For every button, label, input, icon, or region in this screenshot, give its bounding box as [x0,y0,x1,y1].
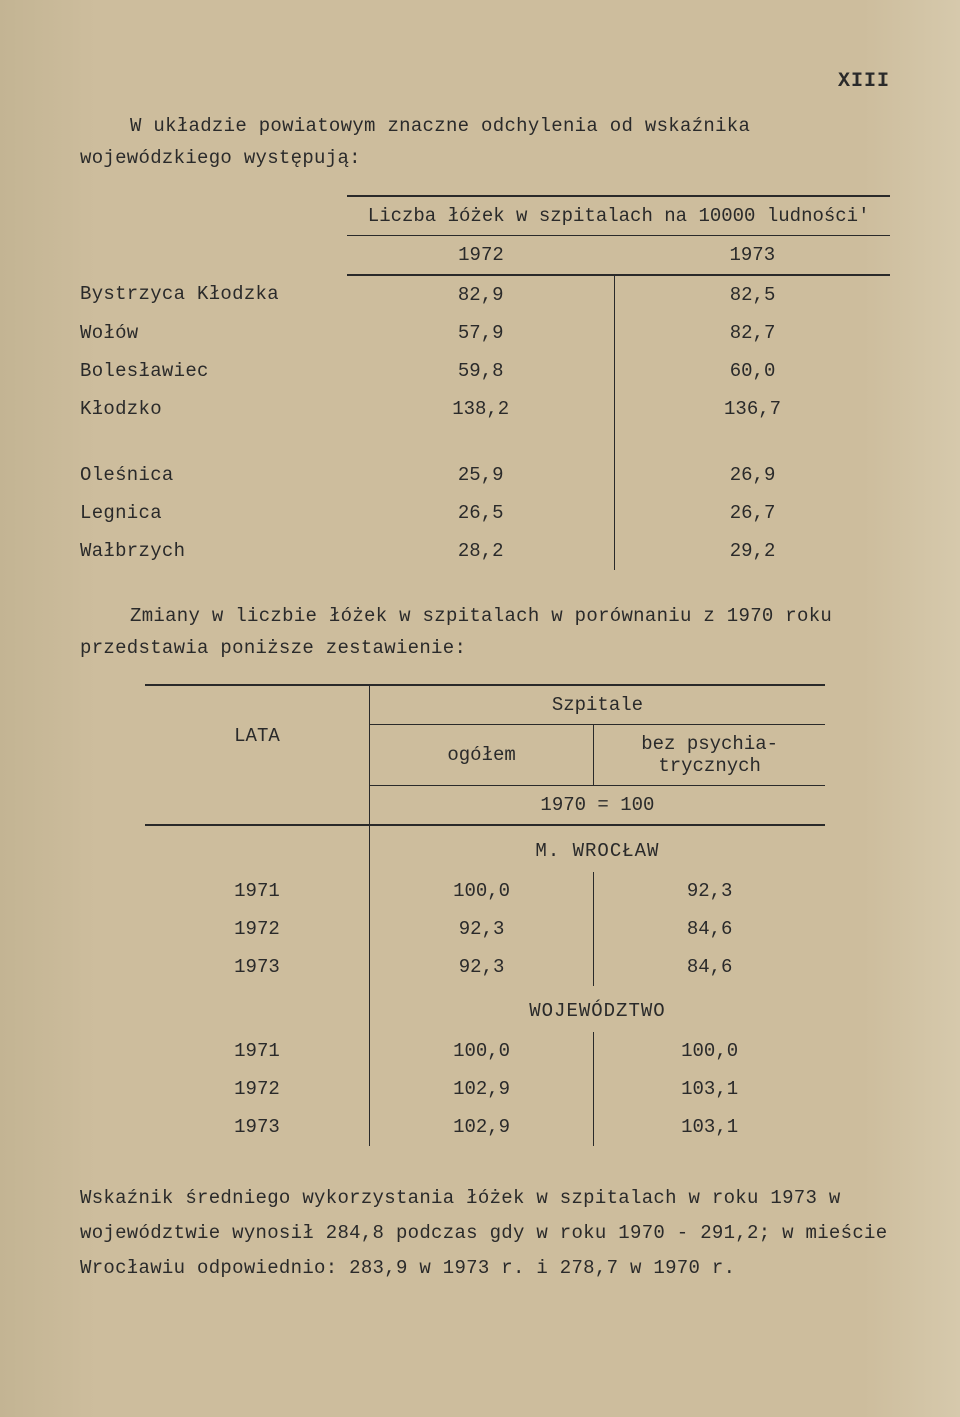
cell: 82,7 [615,314,890,352]
cell: 26,5 [347,494,614,532]
cell: 100,0 [369,872,593,910]
cell: 25,9 [347,456,614,494]
cell: 92,3 [369,948,593,986]
cell: 1972 [145,1070,369,1108]
table-row: Wołów 57,9 82,7 [80,314,890,352]
table-row: Oleśnica 25,9 26,9 [80,456,890,494]
page-number: XIII [838,70,890,93]
row-label: Bystrzyca Kłodzka [80,275,347,314]
row-label: Kłodzko [80,390,347,428]
mid-paragraph: Zmiany w liczbie łóżek w szpitalach w po… [80,600,890,665]
cell: 1971 [145,872,369,910]
cell: 102,9 [369,1108,593,1146]
cell: 84,6 [594,910,825,948]
cell: 1971 [145,1032,369,1070]
table-changes: LATA Szpitale ogółem bez psychia- tryczn… [145,684,825,1146]
col-lata: LATA [145,685,369,786]
col-szpitale: Szpitale [369,685,825,725]
row-label: Legnica [80,494,347,532]
table-row: 1972 92,3 84,6 [145,910,825,948]
cell: 26,7 [615,494,890,532]
document-page: XIII W układzie powiatowym znaczne odchy… [0,0,960,1417]
cell: 92,3 [369,910,593,948]
table-row: Kłodzko 138,2 136,7 [80,390,890,428]
table-row: Legnica 26,5 26,7 [80,494,890,532]
table-row: 1971 100,0 92,3 [145,872,825,910]
cell: 57,9 [347,314,614,352]
table-row: Bolesławiec 59,8 60,0 [80,352,890,390]
cell: 100,0 [369,1032,593,1070]
cell: 136,7 [615,390,890,428]
table-row: 1971 100,0 100,0 [145,1032,825,1070]
cell: 1972 [145,910,369,948]
cell: 138,2 [347,390,614,428]
cell: 59,8 [347,352,614,390]
row-label: Wołów [80,314,347,352]
cell: 103,1 [594,1070,825,1108]
cell: 100,0 [594,1032,825,1070]
table-row: Bystrzyca Kłodzka 82,9 82,5 [80,275,890,314]
col-bezpsych: bez psychia- trycznych [594,725,825,786]
cell: 1973 [145,1108,369,1146]
table-row: 1972 102,9 103,1 [145,1070,825,1108]
row-label: Bolesławiec [80,352,347,390]
final-paragraph: Wskaźnik średniego wykorzystania łóżek w… [80,1181,890,1286]
base-year: 1970 = 100 [369,786,825,826]
cell: 92,3 [594,872,825,910]
table1-header: Liczba łóżek w szpitalach na 10000 ludno… [347,196,890,236]
section-wojewodztwo: WOJEWÓDZTWO [369,986,825,1032]
cell: 84,6 [594,948,825,986]
table-deviations: Liczba łóżek w szpitalach na 10000 ludno… [80,195,890,570]
intro-paragraph: W układzie powiatowym znaczne odchylenia… [80,110,890,175]
row-label: Wałbrzych [80,532,347,570]
cell: 28,2 [347,532,614,570]
cell: 60,0 [615,352,890,390]
cell: 103,1 [594,1108,825,1146]
row-label: Oleśnica [80,456,347,494]
section-wroclaw: M. WROCŁAW [369,825,825,872]
cell: 102,9 [369,1070,593,1108]
cell: 29,2 [615,532,890,570]
table-row: 1973 92,3 84,6 [145,948,825,986]
table1-year-1973: 1973 [615,235,890,275]
table-row: 1973 102,9 103,1 [145,1108,825,1146]
col-ogolem: ogółem [369,725,593,786]
cell: 82,5 [615,275,890,314]
table-row: Wałbrzych 28,2 29,2 [80,532,890,570]
cell: 82,9 [347,275,614,314]
cell: 1973 [145,948,369,986]
cell: 26,9 [615,456,890,494]
table1-year-1972: 1972 [347,235,614,275]
